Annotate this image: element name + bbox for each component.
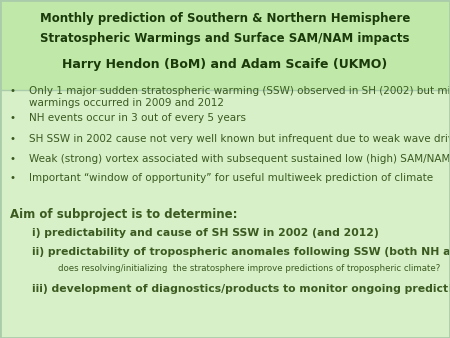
Text: ii) predictability of tropospheric anomales following SSW (both NH and SH): ii) predictability of tropospheric anoma… (32, 247, 450, 257)
Text: •: • (10, 134, 16, 144)
Text: Harry Hendon (BoM) and Adam Scaife (UKMO): Harry Hendon (BoM) and Adam Scaife (UKMO… (63, 58, 387, 71)
Text: Monthly prediction of Southern & Northern Hemisphere: Monthly prediction of Southern & Norther… (40, 12, 410, 25)
Text: iii) development of diagnostics/products to monitor ongoing predictions: iii) development of diagnostics/products… (32, 284, 450, 294)
Text: i) predictability and cause of SH SSW in 2002 (and 2012): i) predictability and cause of SH SSW in… (32, 228, 378, 238)
FancyBboxPatch shape (0, 0, 450, 90)
Text: Important “window of opportunity” for useful multiweek prediction of climate: Important “window of opportunity” for us… (29, 173, 433, 184)
Text: NH events occur in 3 out of every 5 years: NH events occur in 3 out of every 5 year… (29, 113, 246, 123)
Text: SH SSW in 2002 cause not very well known but infrequent due to weak wave driving: SH SSW in 2002 cause not very well known… (29, 134, 450, 144)
Text: •: • (10, 173, 16, 184)
Text: Only 1 major sudden stratospheric warming (SSW) observed in SH (2002) but minor
: Only 1 major sudden stratospheric warmin… (29, 86, 450, 108)
Text: Weak (strong) vortex associated with subsequent sustained low (high) SAM/NAM.: Weak (strong) vortex associated with sub… (29, 154, 450, 164)
Text: Aim of subproject is to determine:: Aim of subproject is to determine: (10, 208, 238, 221)
Text: •: • (10, 86, 16, 96)
Text: does resolving/initializing  the stratosphere improve predictions of tropospheri: does resolving/initializing the stratosp… (58, 264, 441, 273)
Text: •: • (10, 113, 16, 123)
Text: Stratospheric Warmings and Surface SAM/NAM impacts: Stratospheric Warmings and Surface SAM/N… (40, 32, 410, 45)
Text: •: • (10, 154, 16, 164)
